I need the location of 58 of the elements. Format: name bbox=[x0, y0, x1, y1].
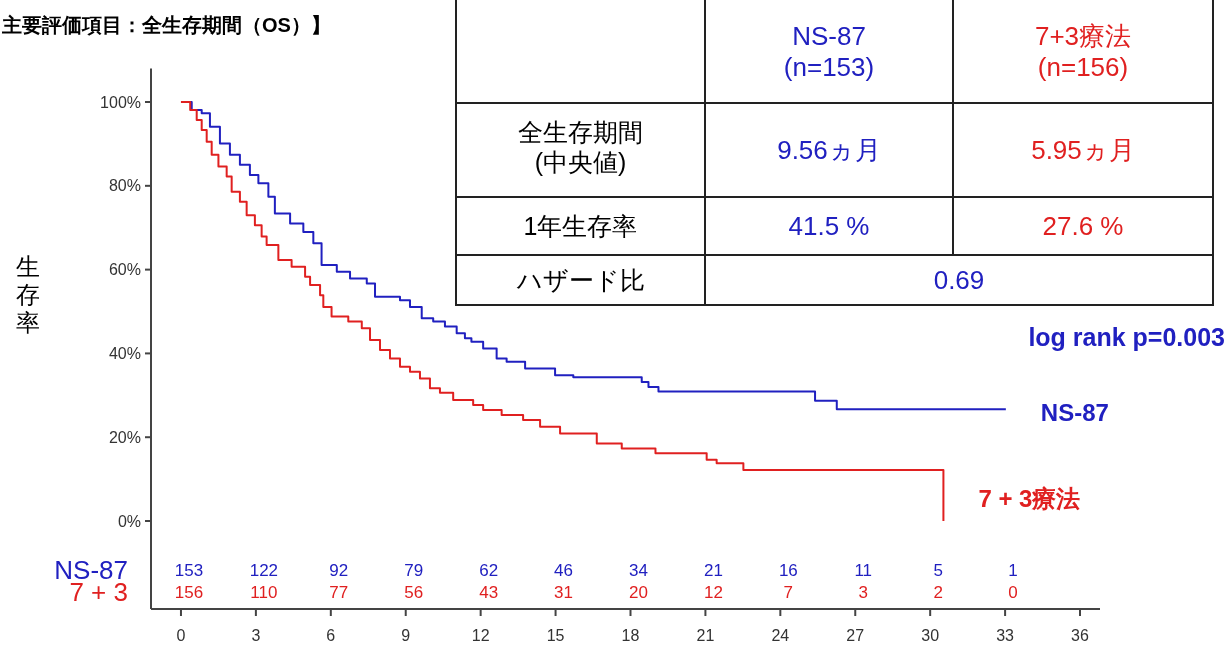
text: 46 bbox=[554, 560, 574, 580]
text: 12 bbox=[703, 582, 723, 602]
text: 56 bbox=[404, 582, 424, 602]
x-tick-label: 15 bbox=[546, 626, 565, 644]
text: 5 bbox=[933, 560, 943, 580]
text: 21 bbox=[703, 560, 723, 580]
text: 156 bbox=[174, 582, 204, 602]
y-tick-label: 40% bbox=[108, 345, 141, 363]
x-tick-label: 27 bbox=[846, 626, 865, 644]
x-tick-label: 21 bbox=[696, 626, 715, 644]
text: 3 bbox=[858, 582, 868, 602]
chart-title: 主要評価項目：全生存期間（OS）】 bbox=[1, 14, 331, 36]
y-axis-title: 生存率 bbox=[16, 253, 40, 336]
text: 110 bbox=[250, 582, 278, 602]
series-label: NS-87 bbox=[1040, 398, 1109, 426]
annotation: log rank p=0.003 bbox=[1028, 322, 1225, 351]
text: 0.69 bbox=[933, 265, 985, 296]
x-tick-label: 9 bbox=[401, 626, 411, 644]
text: 0 bbox=[1008, 582, 1018, 602]
text: 62 bbox=[479, 560, 499, 580]
category-label: 7+3療法 (n=156) bbox=[1034, 20, 1132, 83]
y-tick-label: 100% bbox=[100, 93, 141, 111]
y-tick-label: 80% bbox=[108, 177, 141, 195]
category-label: 全生存期間 (中央値) bbox=[518, 117, 643, 176]
x-tick-label: 24 bbox=[771, 626, 790, 644]
text: 7 bbox=[783, 582, 794, 602]
text: 153 bbox=[174, 560, 204, 580]
x-tick-label: 30 bbox=[921, 626, 940, 644]
text: 122 bbox=[249, 560, 279, 580]
text: 16 bbox=[778, 560, 798, 580]
text: 92 bbox=[329, 560, 349, 580]
text: 11 bbox=[854, 560, 873, 580]
text: 9.56ヵ月 bbox=[777, 135, 881, 166]
text: 77 bbox=[329, 582, 349, 602]
category-label: ハザード比 bbox=[516, 265, 645, 294]
x-tick-label: 12 bbox=[471, 626, 490, 644]
series-label: 7 + 3療法 bbox=[978, 484, 1081, 512]
text: 43 bbox=[479, 582, 499, 602]
text: 2 bbox=[933, 582, 943, 602]
y-tick-label: 0% bbox=[117, 512, 141, 530]
x-tick-label: 3 bbox=[251, 626, 261, 644]
category-label: 1年生存率 bbox=[523, 211, 638, 240]
text: 1 bbox=[1008, 560, 1018, 580]
y-tick-label: 20% bbox=[108, 428, 141, 446]
text: 79 bbox=[404, 560, 424, 580]
x-tick-label: 0 bbox=[176, 626, 186, 644]
x-tick-label: 33 bbox=[996, 626, 1015, 644]
text: 31 bbox=[554, 582, 574, 602]
x-tick-label: 6 bbox=[326, 626, 336, 644]
text: 34 bbox=[629, 560, 648, 580]
text: 27.6 % bbox=[1042, 211, 1124, 242]
text: 41.5 % bbox=[788, 211, 870, 242]
text: 5.95ヵ月 bbox=[1031, 135, 1135, 166]
category-label: NS-87 (n=153) bbox=[783, 20, 875, 83]
text: 20 bbox=[629, 582, 648, 602]
x-tick-label: 36 bbox=[1071, 626, 1090, 644]
y-tick-label: 60% bbox=[108, 261, 141, 279]
x-tick-label: 18 bbox=[621, 626, 640, 644]
